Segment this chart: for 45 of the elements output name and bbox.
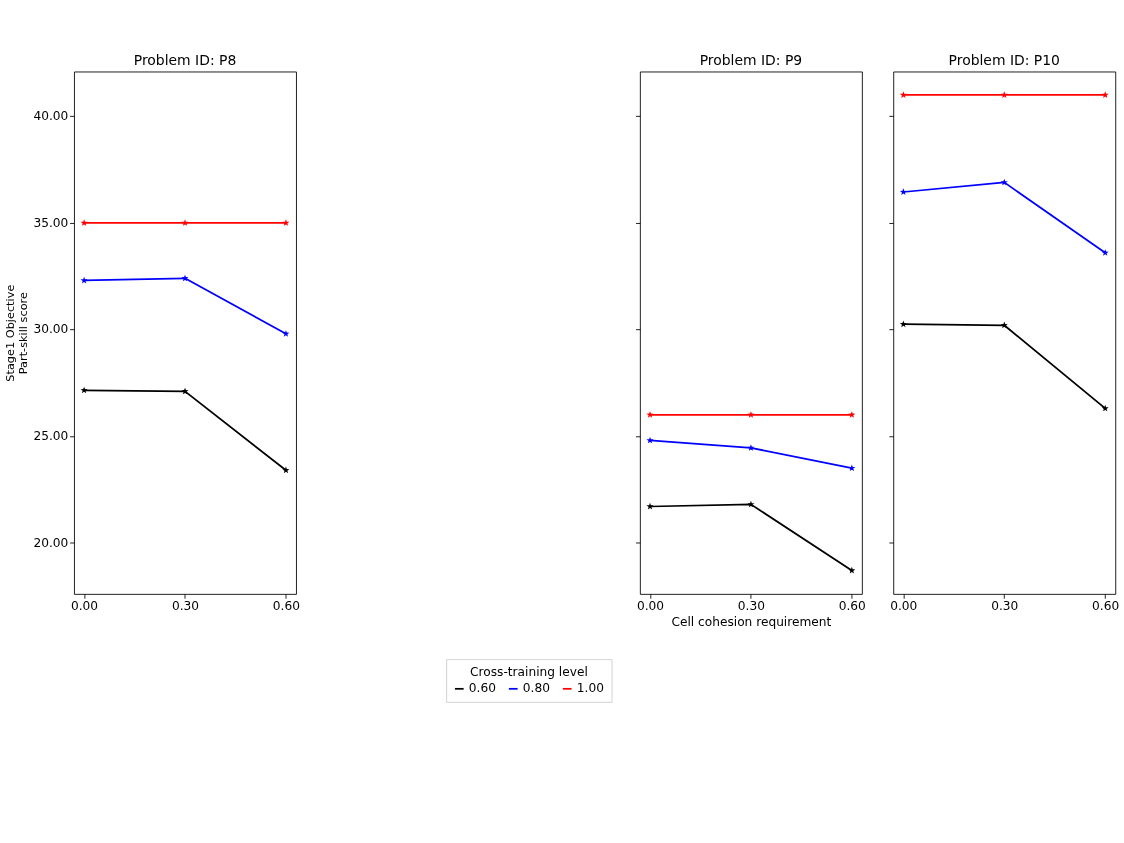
x-axis-title: Cell cohesion requirement bbox=[671, 614, 832, 629]
legend-title: Cross-training level bbox=[470, 664, 588, 679]
y-tick-label: 35.00 bbox=[33, 215, 69, 230]
point bbox=[899, 320, 907, 328]
legend-label: 1.00 bbox=[576, 681, 604, 696]
point bbox=[646, 436, 654, 444]
y-axis-title: Stage1 Objective Part-skill score bbox=[4, 284, 31, 382]
x-tick-label: 0.30 bbox=[171, 599, 199, 614]
point bbox=[181, 387, 189, 395]
point bbox=[747, 444, 755, 451]
point bbox=[1101, 249, 1109, 256]
chart-title: Problem ID: P10 bbox=[948, 52, 1060, 69]
x-tick-label: 0.30 bbox=[737, 599, 765, 614]
point bbox=[848, 411, 856, 418]
point bbox=[1000, 91, 1008, 98]
point bbox=[181, 274, 189, 282]
point bbox=[282, 466, 290, 474]
point bbox=[646, 502, 654, 510]
point bbox=[282, 219, 290, 226]
x-tick-label: 0.00 bbox=[636, 599, 664, 614]
point bbox=[747, 411, 755, 418]
x-tick-label: 0.60 bbox=[838, 599, 866, 614]
point bbox=[848, 566, 856, 574]
point bbox=[1101, 91, 1109, 98]
point bbox=[1000, 321, 1008, 329]
point bbox=[747, 500, 755, 508]
x-tick-label: 0.00 bbox=[70, 599, 99, 614]
y-tick-label: 25.00 bbox=[33, 429, 69, 444]
chart-title: Problem ID: P8 bbox=[133, 52, 237, 69]
point bbox=[1101, 404, 1109, 412]
x-tick-label: 0.60 bbox=[1092, 599, 1120, 614]
x-tick-label: 0.60 bbox=[272, 599, 300, 614]
point bbox=[1000, 178, 1008, 186]
y-tick-label: 20.00 bbox=[33, 535, 69, 550]
x-tick-label: 0.00 bbox=[890, 599, 918, 614]
point bbox=[848, 464, 856, 472]
point bbox=[80, 386, 88, 394]
chart-title: Problem ID: P9 bbox=[699, 52, 803, 69]
point bbox=[80, 276, 88, 284]
legend-label: 0.80 bbox=[522, 681, 550, 696]
legend-label: 0.60 bbox=[468, 681, 496, 696]
point bbox=[80, 219, 88, 226]
x-tick-label: 0.30 bbox=[991, 599, 1019, 614]
y-tick-label: 40.00 bbox=[33, 109, 69, 124]
y-tick-label: 30.00 bbox=[33, 322, 69, 337]
